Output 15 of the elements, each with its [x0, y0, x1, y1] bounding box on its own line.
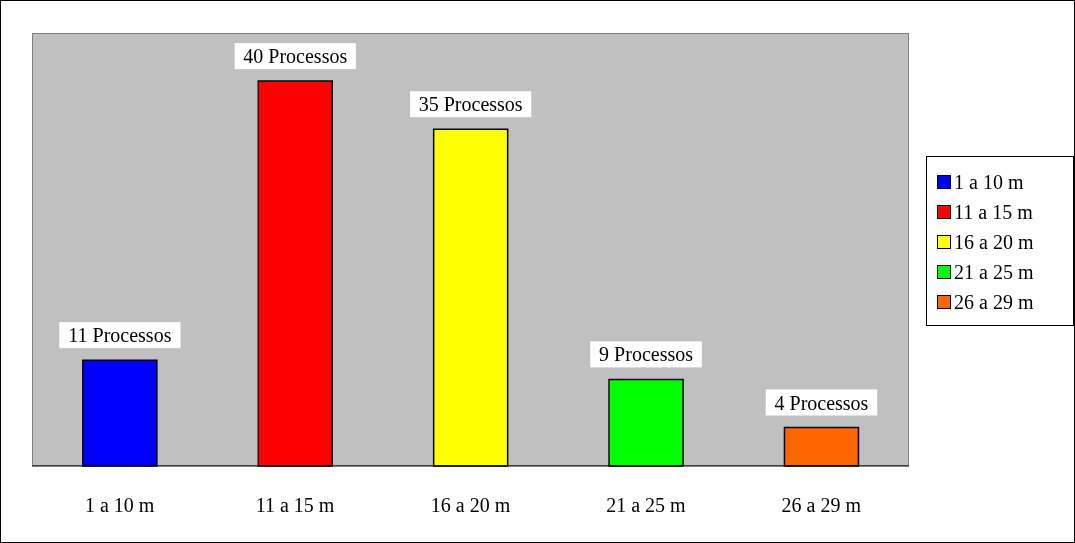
data-label: 4 Processos: [774, 391, 869, 414]
x-tick-label: 21 a 25 m: [606, 494, 687, 517]
legend-label: 16 a 20 m: [954, 230, 1034, 254]
data-label: 40 Processos: [243, 45, 348, 68]
legend-label: 11 a 15 m: [954, 200, 1033, 224]
data-label: 11 Processos: [68, 324, 172, 347]
data-label: 35 Processos: [418, 93, 523, 116]
legend-label: 21 a 25 m: [954, 260, 1034, 284]
legend-label: 1 a 10 m: [954, 170, 1024, 194]
x-tick-label: 16 a 20 m: [430, 494, 511, 517]
data-label: 9 Processos: [599, 343, 694, 366]
x-tick-label: 1 a 10 m: [84, 494, 155, 517]
x-tick-label: 26 a 29 m: [781, 494, 862, 517]
x-tick-label: 11 a 15 m: [255, 494, 335, 517]
legend-label: 26 a 29 m: [954, 290, 1034, 314]
